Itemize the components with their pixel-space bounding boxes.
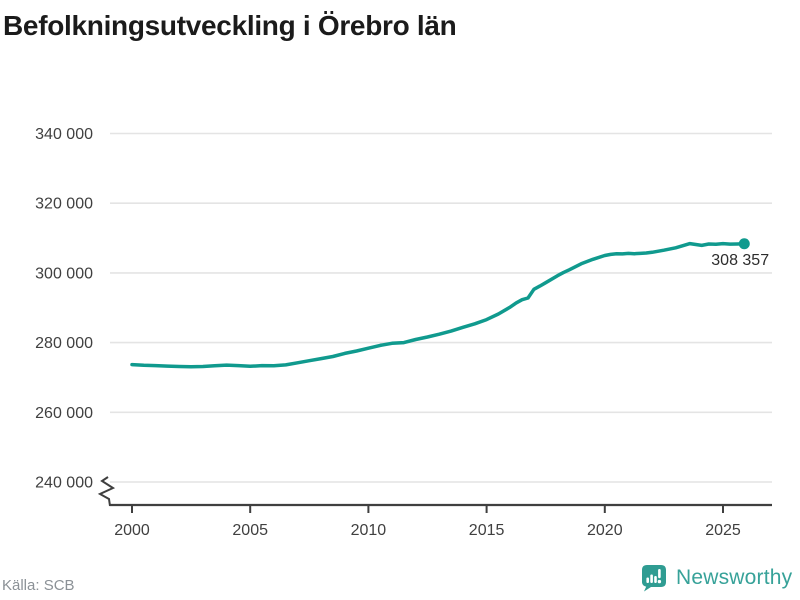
chart-title: Befolkningsutveckling i Örebro län	[3, 10, 457, 41]
end-value-label: 308 357	[711, 251, 770, 269]
x-tick-label: 2025	[705, 522, 741, 539]
source-caption: Källa: SCB	[2, 577, 75, 594]
y-tick-label: 240 000	[35, 475, 93, 492]
axis-break-icon	[97, 476, 116, 507]
y-tick-label: 260 000	[35, 405, 93, 422]
brand-lockup: Newsworthy	[640, 562, 792, 594]
y-tick-label: 300 000	[35, 265, 93, 282]
x-tick-label: 2010	[351, 522, 387, 539]
x-tick-label: 2015	[469, 522, 505, 539]
x-tick-label: 2020	[587, 522, 623, 539]
y-tick-label: 320 000	[35, 196, 93, 213]
bar-chart-glyph	[646, 569, 662, 584]
newsworthy-logo-icon	[642, 565, 666, 592]
y-tick-label: 340 000	[35, 126, 93, 143]
brand-wordmark: Newsworthy	[676, 566, 793, 589]
end-point-marker	[738, 238, 750, 250]
y-tick-label: 280 000	[35, 335, 93, 352]
x-tick-label: 2000	[114, 522, 150, 539]
x-tick-label: 2005	[232, 522, 268, 539]
population-line-orebro	[130, 241, 747, 369]
